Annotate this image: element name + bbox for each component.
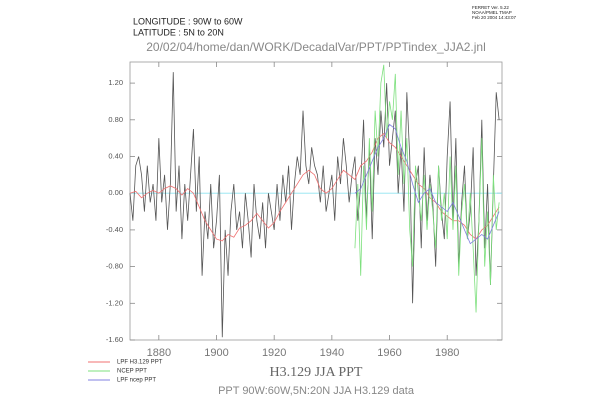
series-line xyxy=(354,123,500,245)
script-path: 20/02/04/home/dan/WORK/DecadalVar/PPT/PP… xyxy=(146,40,486,54)
legend-label: LPF ncep PPT xyxy=(117,378,156,384)
latitude: LATITUDE : 5N to 20N xyxy=(133,27,224,37)
chart-title: H3.129 JJA PPT xyxy=(270,365,363,380)
x-tick-label: 1900 xyxy=(204,347,228,359)
x-tick-label: 1980 xyxy=(435,347,459,359)
legend-label: LPF H3.129 PPT xyxy=(117,360,163,366)
stamp-date: Feb 20 2004 14:43:07 xyxy=(472,15,517,20)
legend-label: NCEP PPT xyxy=(117,369,147,375)
series-line xyxy=(354,64,500,313)
stamp-version: FERRET Ver. 5.22 xyxy=(472,5,509,10)
longitude: LONGITUDE : 90W to 60W xyxy=(133,16,243,26)
y-tick-label: -1.60 xyxy=(106,335,123,344)
y-tick-label: -0.40 xyxy=(106,225,123,234)
chart-subtitle: PPT 90W:60W,5N:20N JJA H3.129 data xyxy=(218,385,415,397)
x-tick-label: 1940 xyxy=(320,347,344,359)
x-tick-label: 1880 xyxy=(147,347,171,359)
y-tick-label: 0.40 xyxy=(108,151,123,160)
x-tick-label: 1960 xyxy=(377,347,401,359)
y-tick-label: 0.00 xyxy=(108,188,123,197)
y-tick-label: -0.80 xyxy=(106,262,123,271)
y-tick-label: -1.20 xyxy=(106,298,123,307)
y-tick-label: 0.80 xyxy=(108,115,123,124)
series-line xyxy=(129,72,500,338)
plot-frame xyxy=(129,61,503,341)
series-line xyxy=(129,132,500,242)
stamp-lab: NOAA/PMEL TMAP xyxy=(472,10,512,15)
y-tick-label: 1.20 xyxy=(108,78,123,87)
x-tick-label: 1920 xyxy=(262,347,286,359)
